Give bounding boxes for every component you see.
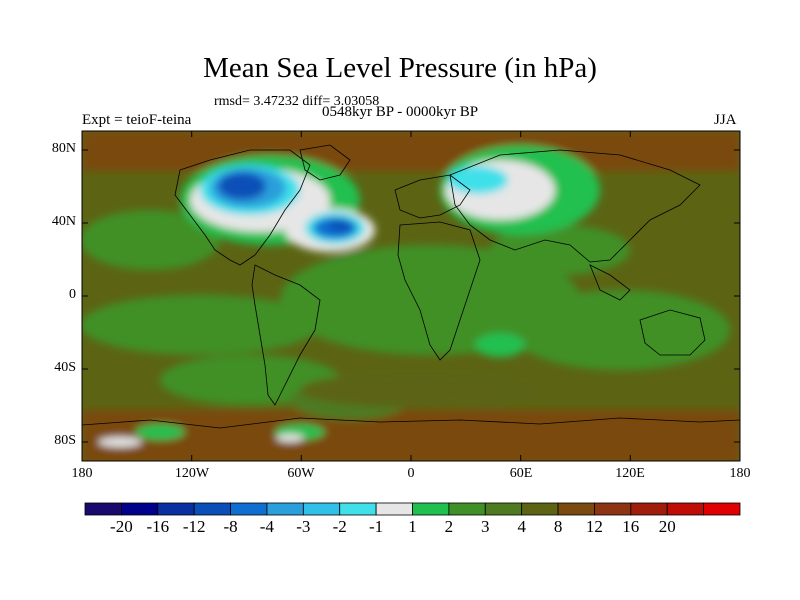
colorbar-label: 20: [658, 517, 676, 536]
rmsd-stats: rmsd= 3.47232 diff= 3.03058: [214, 94, 380, 109]
north-brown-band: [82, 131, 740, 171]
indopac-green: [510, 290, 730, 370]
africa-coast: [397, 221, 481, 361]
lat-label-0: 0: [69, 287, 76, 302]
colorbar-swatch: [157, 502, 195, 516]
eur-cyan: [448, 166, 508, 194]
colorbar-swatch: [594, 502, 632, 516]
colorbar-label: -3: [296, 517, 311, 536]
np-green: [82, 210, 220, 270]
season-label: JJA: [714, 112, 737, 128]
colorbar-swatch: [193, 502, 231, 516]
atl-deep-blue: [328, 220, 352, 232]
colorbar-swatch: [120, 502, 159, 516]
asia-coast: [449, 149, 701, 263]
lat-label-40n: 40N: [51, 214, 76, 229]
lon-label-180w: 180: [71, 466, 93, 481]
greenland-coast: [299, 144, 351, 181]
south-america-coast: [251, 264, 321, 406]
colorbar-label: -8: [223, 517, 238, 536]
colorbar-label: -4: [259, 517, 274, 536]
colorbar-label: -2: [332, 517, 347, 536]
colorbar-label: -16: [146, 517, 170, 536]
sw-white: [98, 437, 142, 447]
colorbar-label: 16: [622, 517, 640, 536]
north-america-coast: [174, 149, 311, 266]
map-title: Mean Sea Level Pressure (in hPa): [203, 52, 597, 84]
lon-label-120e: 120E: [615, 466, 645, 481]
colorbar-swatch: [412, 502, 450, 516]
colorbar-swatch: [484, 502, 523, 516]
sw-green-blob: [135, 424, 185, 440]
colorbar-label: -1: [369, 517, 384, 536]
colorbar-label: 2: [444, 517, 454, 536]
colorbar-swatch: [521, 502, 559, 516]
colorbar-swatch: [266, 502, 304, 516]
lat-label-80n: 80N: [51, 141, 76, 156]
axis-ticks: [81, 131, 741, 461]
colorbar-swatch: [302, 502, 341, 516]
lon-label-0: 0: [407, 466, 415, 481]
colorbar-swatch: [339, 502, 377, 516]
colorbar-label: 3: [481, 517, 490, 536]
colorbar-swatch: [703, 502, 741, 516]
colorbar-label: 4: [517, 517, 526, 536]
antarctica-coast: [82, 417, 740, 429]
lat-label-80s: 80S: [54, 433, 76, 448]
colorbar-swatch: [666, 502, 705, 516]
lon-label-60e: 60E: [509, 466, 533, 481]
colorbar-swatch: [375, 502, 413, 516]
colorbar-swatch: [84, 502, 122, 516]
south-olive: [300, 372, 540, 408]
indian-green-blob: [475, 333, 525, 357]
lon-label-180e: 180: [729, 466, 751, 481]
experiment-label: Expt = teioF-teina: [82, 112, 192, 128]
atlantic-africa-green: [280, 245, 580, 355]
coastlines: [82, 144, 740, 429]
maritime-continent-coast: [589, 264, 631, 301]
lat-label-40s: 40S: [54, 360, 76, 375]
colorbar-label: 12: [585, 517, 603, 536]
colorbar-label: -12: [182, 517, 206, 536]
colorbar-label: 8: [553, 517, 563, 536]
asia-green: [490, 225, 630, 275]
colorbar-swatch: [448, 502, 486, 516]
lon-label-120w: 120W: [174, 466, 210, 481]
colorbar-swatch: [230, 502, 268, 516]
nam-deep-blue: [218, 172, 266, 200]
period-label: 0548kyr BP - 0000kyr BP: [322, 104, 479, 120]
lon-label-60w: 60W: [287, 466, 315, 481]
europe-coast: [394, 174, 471, 219]
australia-coast: [639, 309, 706, 356]
colorbar-label: 1: [408, 517, 417, 536]
colorbar-swatch: [630, 502, 668, 516]
colorbar-label: -20: [110, 517, 133, 536]
s-white: [276, 434, 304, 442]
colorbar-swatch: [557, 502, 595, 516]
colorbar: [84, 502, 741, 516]
